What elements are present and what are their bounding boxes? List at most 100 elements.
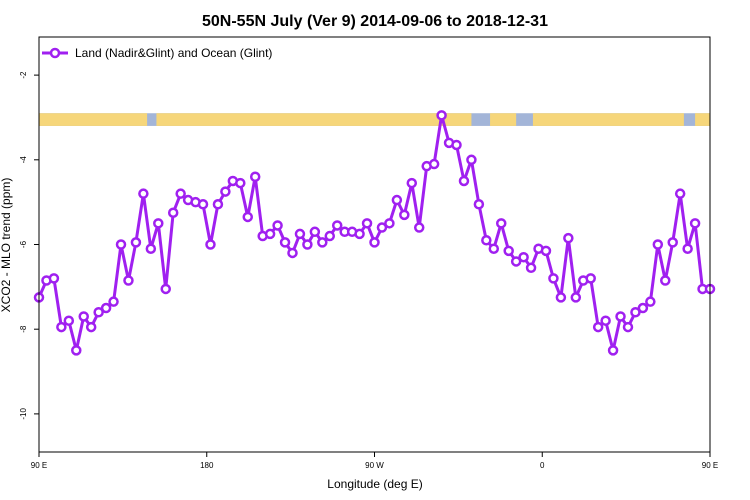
chart-title: 50N-55N July (Ver 9) 2014-09-06 to 2018-… bbox=[202, 13, 548, 30]
data-point bbox=[652, 239, 664, 250]
data-series bbox=[33, 110, 716, 356]
data-point bbox=[272, 220, 283, 231]
data-point bbox=[100, 302, 112, 314]
data-point bbox=[78, 311, 89, 322]
data-point bbox=[585, 273, 596, 284]
data-point bbox=[160, 283, 171, 295]
data-point bbox=[287, 247, 298, 259]
y-tick-label: -4 bbox=[19, 156, 28, 164]
data-point bbox=[600, 315, 611, 326]
data-point bbox=[242, 211, 254, 223]
data-point bbox=[466, 154, 477, 166]
data-point bbox=[279, 237, 291, 248]
x-axis: 90 E 180 90 W 0 90 E bbox=[31, 452, 718, 470]
data-point bbox=[331, 220, 343, 231]
y-tick-label: -10 bbox=[19, 408, 28, 420]
land-span bbox=[490, 113, 517, 126]
data-point bbox=[548, 273, 559, 284]
data-point bbox=[682, 243, 693, 254]
data-point bbox=[689, 218, 701, 229]
data-point bbox=[309, 226, 321, 238]
data-point bbox=[384, 218, 395, 229]
data-point bbox=[294, 228, 306, 240]
data-point bbox=[361, 218, 373, 229]
data-point bbox=[622, 321, 634, 333]
data-point bbox=[197, 199, 209, 210]
data-point bbox=[615, 311, 626, 322]
data-point bbox=[212, 199, 224, 210]
data-point bbox=[167, 207, 179, 218]
data-point bbox=[674, 188, 686, 199]
data-point bbox=[518, 251, 529, 263]
data-point bbox=[555, 292, 567, 303]
data-point bbox=[138, 188, 149, 199]
data-point bbox=[488, 243, 500, 254]
land-span bbox=[39, 113, 148, 126]
data-point bbox=[220, 186, 231, 197]
data-point bbox=[249, 171, 261, 182]
x-tick-label: 180 bbox=[200, 461, 214, 470]
data-point bbox=[428, 158, 440, 170]
y-tick-label: -8 bbox=[19, 325, 28, 333]
data-point bbox=[525, 262, 537, 274]
data-point bbox=[376, 222, 388, 233]
data-point bbox=[48, 273, 60, 284]
data-point bbox=[175, 188, 186, 199]
data-point bbox=[354, 228, 365, 240]
data-point bbox=[317, 237, 328, 248]
land-span bbox=[532, 113, 684, 126]
x-axis-label: Longitude (deg E) bbox=[327, 477, 422, 491]
data-point bbox=[264, 228, 276, 240]
y-axis-label: XCO2 - MLO trend (ppm) bbox=[0, 178, 13, 313]
data-point bbox=[369, 237, 380, 248]
data-point bbox=[630, 307, 641, 318]
data-point bbox=[115, 239, 127, 250]
legend-entry: Land (Nadir&Glint) and Ocean (Glint) bbox=[75, 46, 272, 60]
data-point bbox=[399, 209, 410, 221]
data-point bbox=[667, 237, 678, 248]
data-point bbox=[391, 194, 403, 206]
data-point bbox=[145, 243, 157, 254]
data-point bbox=[451, 139, 462, 151]
y-tick-label: -6 bbox=[19, 240, 28, 248]
data-point bbox=[93, 307, 104, 318]
data-point bbox=[205, 239, 216, 250]
legend-marker-swatch bbox=[49, 47, 61, 59]
x-tick-label: 90 E bbox=[31, 461, 47, 470]
data-point bbox=[406, 177, 418, 189]
data-point bbox=[63, 315, 75, 326]
data-point bbox=[637, 302, 649, 314]
data-point bbox=[458, 175, 470, 187]
x-tick-label: 90 E bbox=[702, 461, 718, 470]
data-point bbox=[108, 296, 119, 307]
y-tick-label: -2 bbox=[19, 71, 28, 79]
data-point bbox=[123, 275, 134, 286]
legend: Land (Nadir&Glint) and Ocean (Glint) bbox=[42, 46, 272, 60]
data-point bbox=[436, 110, 447, 121]
data-point bbox=[570, 292, 582, 303]
x-tick-label: 0 bbox=[540, 461, 545, 470]
y-axis: -2 -4 -6 -8 -10 bbox=[19, 71, 39, 420]
data-point bbox=[503, 245, 514, 257]
data-point bbox=[660, 275, 671, 286]
data-point bbox=[153, 218, 164, 229]
data-point bbox=[495, 218, 507, 229]
data-point bbox=[413, 222, 425, 233]
data-point bbox=[302, 239, 313, 250]
data-point bbox=[481, 235, 492, 246]
data-point bbox=[71, 345, 82, 356]
land-ocean-strip bbox=[39, 113, 710, 126]
land-span bbox=[156, 113, 472, 126]
series-line bbox=[37, 113, 710, 352]
data-point bbox=[592, 321, 604, 333]
x-tick-label: 90 W bbox=[365, 461, 384, 470]
data-point bbox=[324, 230, 336, 242]
data-point bbox=[563, 232, 574, 244]
data-point bbox=[645, 296, 656, 307]
land-span bbox=[695, 113, 710, 126]
data-point bbox=[607, 345, 619, 356]
data-point bbox=[235, 177, 246, 189]
data-point bbox=[540, 245, 552, 257]
data-point bbox=[510, 256, 522, 267]
